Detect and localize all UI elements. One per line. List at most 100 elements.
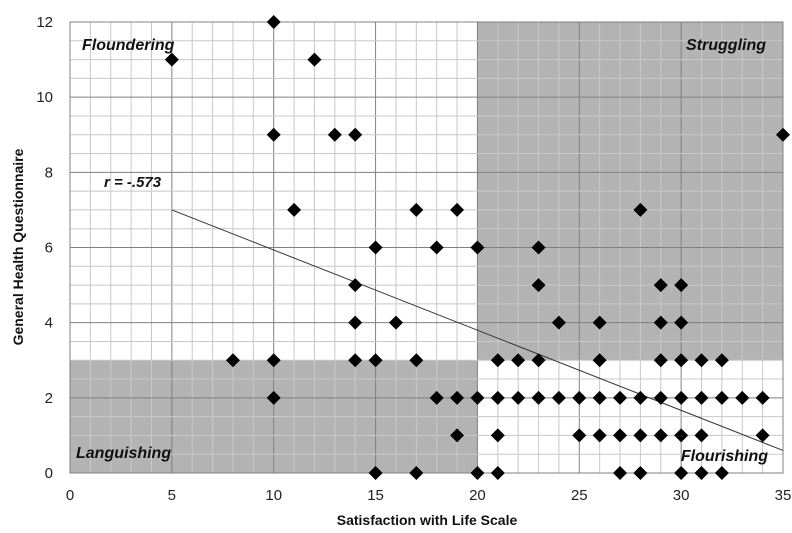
data-point bbox=[429, 240, 444, 255]
data-point bbox=[409, 202, 424, 217]
trendline bbox=[171, 209, 784, 451]
data-point bbox=[755, 390, 770, 405]
data-point bbox=[266, 390, 281, 405]
data-point bbox=[572, 390, 587, 405]
x-tick-label: 20 bbox=[469, 487, 486, 504]
y-tick-labels: 0 2 4 6 8 10 12 bbox=[36, 14, 53, 482]
data-point bbox=[776, 127, 790, 142]
data-point bbox=[388, 315, 403, 330]
data-point bbox=[653, 315, 668, 330]
x-tick-label: 25 bbox=[571, 487, 588, 504]
x-tick-label: 30 bbox=[673, 487, 690, 504]
plot-border bbox=[69, 21, 784, 474]
data-point bbox=[511, 390, 526, 405]
data-point bbox=[348, 278, 363, 293]
x-tick-label: 35 bbox=[775, 487, 792, 504]
data-point bbox=[613, 428, 628, 443]
x-tick-label: 0 bbox=[66, 487, 74, 504]
data-point bbox=[327, 127, 342, 142]
data-point bbox=[674, 466, 689, 480]
y-tick-label: 2 bbox=[45, 390, 53, 407]
data-point bbox=[266, 127, 281, 142]
data-point bbox=[653, 428, 668, 443]
data-point bbox=[551, 315, 566, 330]
data-point bbox=[633, 390, 648, 405]
data-point bbox=[674, 315, 689, 330]
data-point bbox=[551, 390, 566, 405]
y-tick-label: 8 bbox=[45, 164, 53, 181]
quadrant-label-languishing: Languishing bbox=[76, 445, 171, 462]
data-point bbox=[164, 52, 179, 67]
x-tick-label: 15 bbox=[367, 487, 384, 504]
data-point bbox=[674, 353, 689, 368]
data-points bbox=[164, 15, 790, 480]
data-point bbox=[225, 353, 240, 368]
data-point bbox=[531, 353, 546, 368]
data-point bbox=[470, 466, 485, 480]
data-point bbox=[348, 315, 363, 330]
data-point bbox=[714, 466, 729, 480]
y-tick-label: 6 bbox=[45, 240, 53, 257]
data-point bbox=[592, 390, 607, 405]
data-point bbox=[735, 390, 750, 405]
data-point bbox=[714, 353, 729, 368]
data-point bbox=[633, 466, 648, 480]
data-point bbox=[511, 353, 526, 368]
y-tick-label: 0 bbox=[45, 465, 53, 482]
quadrant-label-flourishing: Flourishing bbox=[681, 448, 768, 465]
data-point bbox=[368, 466, 383, 480]
data-point bbox=[613, 466, 628, 480]
data-point bbox=[307, 52, 322, 67]
data-point bbox=[633, 428, 648, 443]
data-point bbox=[694, 466, 709, 480]
data-point bbox=[714, 390, 729, 405]
data-point bbox=[348, 127, 363, 142]
data-point bbox=[572, 428, 587, 443]
data-point bbox=[266, 353, 281, 368]
data-point bbox=[653, 353, 668, 368]
data-point bbox=[653, 390, 668, 405]
data-point bbox=[653, 278, 668, 293]
quadrant-label-struggling: Struggling bbox=[686, 37, 766, 54]
y-tick-label: 10 bbox=[36, 89, 53, 106]
data-point bbox=[490, 428, 505, 443]
data-point bbox=[694, 390, 709, 405]
data-point bbox=[490, 466, 505, 480]
x-tick-label: 10 bbox=[265, 487, 282, 504]
x-tick-labels: 0 5 10 15 20 25 30 35 bbox=[66, 487, 792, 504]
data-point bbox=[409, 353, 424, 368]
data-point bbox=[592, 315, 607, 330]
data-point bbox=[368, 240, 383, 255]
data-point bbox=[592, 353, 607, 368]
data-point bbox=[348, 353, 363, 368]
data-point bbox=[490, 353, 505, 368]
x-axis-title: Satisfaction with Life Scale bbox=[337, 512, 518, 528]
data-point bbox=[287, 202, 302, 217]
data-point bbox=[450, 202, 465, 217]
data-point bbox=[429, 390, 444, 405]
data-point bbox=[694, 428, 709, 443]
x-tick-label: 5 bbox=[168, 487, 176, 504]
data-point bbox=[674, 428, 689, 443]
data-point bbox=[266, 15, 281, 29]
data-point bbox=[531, 390, 546, 405]
quadrant-label-floundering: Floundering bbox=[82, 37, 175, 54]
y-tick-label: 4 bbox=[45, 315, 53, 332]
data-point bbox=[490, 390, 505, 405]
data-point bbox=[633, 202, 648, 217]
data-point bbox=[755, 428, 770, 443]
y-axis-title: General Health Questionnaire bbox=[10, 148, 26, 345]
data-point bbox=[531, 240, 546, 255]
data-point bbox=[531, 278, 546, 293]
data-point bbox=[450, 428, 465, 443]
data-point bbox=[674, 278, 689, 293]
data-point bbox=[592, 428, 607, 443]
y-tick-label: 12 bbox=[36, 14, 53, 31]
data-point bbox=[694, 353, 709, 368]
data-point bbox=[674, 390, 689, 405]
data-point bbox=[470, 390, 485, 405]
correlation-label: r = -.573 bbox=[104, 174, 162, 191]
data-point bbox=[368, 353, 383, 368]
data-point bbox=[613, 390, 628, 405]
